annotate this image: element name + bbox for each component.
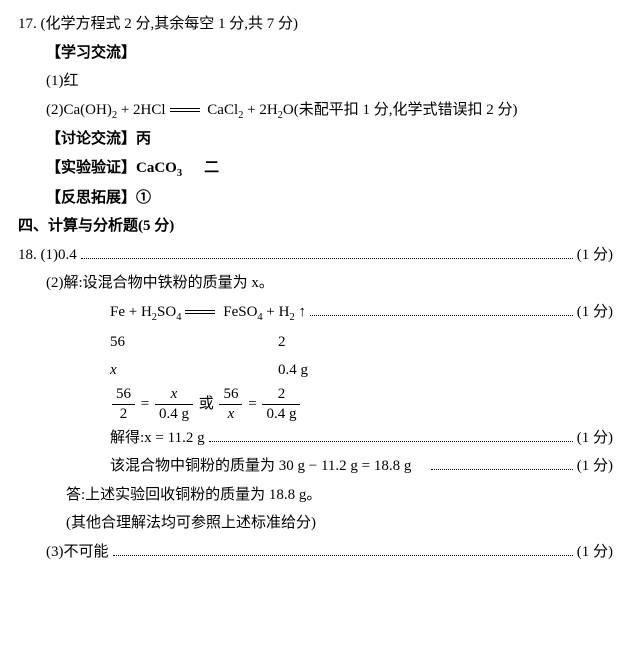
q17-a2-mid3: + 2H — [243, 102, 277, 118]
section4-title: 四、计算与分析题(5 分) — [18, 212, 613, 241]
q18-part2-lead: (2)解:设混合物中铁粉的质量为 x。 — [18, 269, 613, 298]
eq-mid3: + H — [263, 304, 290, 320]
q17-sec3-tail: 二 — [204, 160, 219, 176]
frac2: x0.4 g — [155, 385, 193, 424]
eq-arrow: ↑ — [295, 304, 306, 320]
frac2-den: 0.4 g — [155, 405, 193, 424]
q18-part1-score: (1 分) — [577, 241, 613, 270]
q18-solve-row: 解得:x = 11.2 g (1 分) — [18, 424, 613, 453]
q18-part3-row: (3)不可能 (1 分) — [18, 538, 613, 567]
frac2-num: x — [155, 385, 193, 405]
q18-fraction-row: 562 = x0.4 g 或 56x = 20.4 g — [18, 385, 613, 424]
q17-answer-1: (1)红 — [18, 67, 613, 96]
q18-mass-row2: x 0.4 g — [18, 356, 613, 385]
frac-eq2: = — [244, 396, 260, 412]
q18-part3-lead: (3)不可能 — [18, 538, 109, 567]
q17-sec3-sub: 3 — [177, 168, 182, 179]
frac3: 56x — [219, 385, 242, 424]
q18-equation-row: Fe + H2SO4 FeSO4 + H2 ↑ (1 分) — [18, 298, 613, 328]
mass-b2: 0.4 g — [278, 356, 308, 385]
q17-section-reflect: 【反思拓展】① — [18, 184, 613, 213]
q18-part1-lead: 18. (1)0.4 — [18, 241, 77, 270]
frac-eq1: = — [137, 396, 153, 412]
q17-a2-mid2: CaCl — [204, 102, 239, 118]
q18-eq-score: (1 分) — [577, 298, 613, 327]
frac1: 562 — [112, 385, 135, 424]
eq-sign — [185, 310, 215, 314]
dots — [310, 304, 573, 316]
q17-section-discuss: 【讨论交流】丙 — [18, 125, 613, 154]
frac4-num: 2 — [262, 385, 300, 405]
mass-a2: x — [110, 356, 278, 385]
frac1-den: 2 — [112, 405, 135, 424]
q18-solve-score: (1 分) — [577, 424, 613, 453]
frac3-num: 56 — [219, 385, 242, 405]
q18-note: (其他合理解法均可参照上述标准给分) — [18, 509, 613, 538]
dots — [81, 247, 573, 259]
q18-cu-row: 该混合物中铜粉的质量为 30 g − 11.2 g = 18.8 g (1 分) — [18, 452, 613, 481]
q18-part1-row: 18. (1)0.4 (1 分) — [18, 241, 613, 270]
q17-a2-pre: (2)Ca(OH) — [46, 102, 112, 118]
q17-answer-2: (2)Ca(OH)2 + 2HCl CaCl2 + 2H2O(未配平扣 1 分,… — [18, 96, 613, 126]
frac1-num: 56 — [112, 385, 135, 405]
dots — [209, 430, 573, 442]
eq-mid1: SO — [157, 304, 176, 320]
eq-mid2: FeSO — [219, 304, 257, 320]
frac4: 20.4 g — [262, 385, 300, 424]
frac-or: 或 — [195, 396, 218, 412]
frac4-den: 0.4 g — [262, 405, 300, 424]
q17-a2-mid1: + 2HCl — [117, 102, 165, 118]
dots — [431, 458, 572, 470]
q18-part3-score: (1 分) — [577, 538, 613, 567]
dots — [113, 544, 573, 556]
q18-answer: 答:上述实验回收铜粉的质量为 18.8 g。 — [18, 481, 613, 510]
frac3-den: x — [219, 405, 242, 424]
q17-sec3-pre: 【实验验证】CaCO — [46, 160, 177, 176]
eq-left: Fe + H — [110, 304, 152, 320]
q17-a2-tail: O(未配平扣 1 分,化学式错误扣 2 分) — [283, 102, 518, 118]
q17-section-verify: 【实验验证】CaCO3 二 — [18, 154, 613, 184]
q17-section-learn: 【学习交流】 — [18, 39, 613, 68]
q18-cu-lead: 该混合物中铜粉的质量为 30 g − 11.2 g = 18.8 g — [18, 452, 411, 481]
eq-s2: 4 — [176, 312, 181, 323]
q18-cu-score: (1 分) — [577, 452, 613, 481]
q17-header: 17. (化学方程式 2 分,其余每空 1 分,共 7 分) — [18, 10, 613, 39]
mass-a1: 56 — [110, 328, 278, 357]
eq-sign — [170, 108, 200, 112]
q18-equation: Fe + H2SO4 FeSO4 + H2 ↑ — [18, 298, 306, 328]
q18-solve-lead: 解得:x = 11.2 g — [18, 424, 205, 453]
q18-mass-row1: 56 2 — [18, 328, 613, 357]
mass-b1: 2 — [278, 328, 286, 357]
